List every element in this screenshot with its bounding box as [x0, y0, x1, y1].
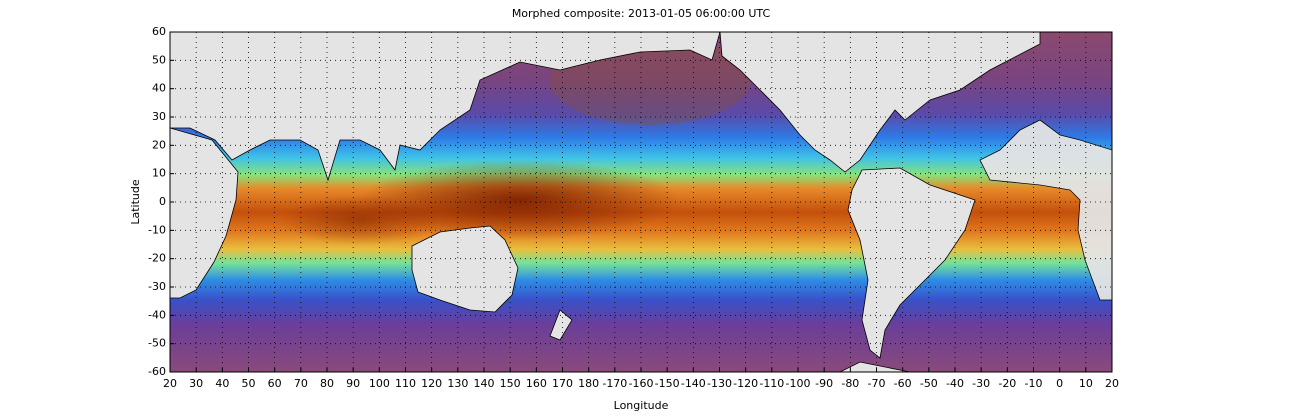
y-tick-label: -40: [148, 308, 166, 321]
x-tick-label: 180: [578, 377, 599, 390]
y-tick-label: 0: [159, 195, 166, 208]
x-tick-label: -160: [629, 377, 654, 390]
x-tick-label: -110: [759, 377, 784, 390]
x-tick-label: 140: [474, 377, 495, 390]
x-tick-label: 0: [1056, 377, 1063, 390]
x-tick-label: 20: [163, 377, 177, 390]
x-tick-label: 50: [242, 377, 256, 390]
x-tick-label: 70: [294, 377, 308, 390]
x-tick-label: 10: [1079, 377, 1093, 390]
x-tick-label: 90: [346, 377, 360, 390]
x-tick-label: -60: [894, 377, 912, 390]
x-tick-label: -10: [1025, 377, 1043, 390]
y-tick-label: 20: [152, 138, 166, 151]
x-axis-label: Longitude: [614, 399, 669, 412]
x-tick-label: 160: [526, 377, 547, 390]
x-tick-label: -150: [655, 377, 680, 390]
x-tick-label: -20: [998, 377, 1016, 390]
x-tick-label: 20: [1105, 377, 1119, 390]
y-tick-label: 10: [152, 167, 166, 180]
x-tick-label: 40: [215, 377, 229, 390]
x-tick-label: 80: [320, 377, 334, 390]
x-tick-label: -80: [841, 377, 859, 390]
x-tick-label: -50: [920, 377, 938, 390]
y-tick-label: 60: [152, 25, 166, 38]
x-tick-label: -130: [707, 377, 732, 390]
map-title: Morphed composite: 2013-01-05 06:00:00 U…: [512, 7, 771, 20]
x-tick-label: 110: [395, 377, 416, 390]
y-axis-label: Latitude: [129, 179, 142, 225]
y-tick-label: -20: [148, 252, 166, 265]
x-tick-label: -30: [972, 377, 990, 390]
x-tick-label: 150: [500, 377, 521, 390]
x-tick-label: 130: [447, 377, 468, 390]
y-tick-label: 30: [152, 110, 166, 123]
x-tick-label: 30: [189, 377, 203, 390]
x-tick-label: -70: [868, 377, 886, 390]
x-tick-label: 120: [421, 377, 442, 390]
x-tick-label: -170: [602, 377, 627, 390]
x-tick-label: -100: [786, 377, 811, 390]
y-tick-label: 50: [152, 53, 166, 66]
y-tick-label: -10: [148, 223, 166, 236]
x-tick-label: -40: [946, 377, 964, 390]
x-tick-label: 60: [268, 377, 282, 390]
x-tick-label: 100: [369, 377, 390, 390]
y-tick-label: -60: [148, 365, 166, 378]
x-tick-label: -120: [733, 377, 758, 390]
y-tick-label: -30: [148, 280, 166, 293]
x-tick-label: -90: [815, 377, 833, 390]
x-tick-label: 170: [552, 377, 573, 390]
y-tick-label: 40: [152, 82, 166, 95]
y-tick-label: -50: [148, 337, 166, 350]
x-tick-label: -140: [681, 377, 706, 390]
